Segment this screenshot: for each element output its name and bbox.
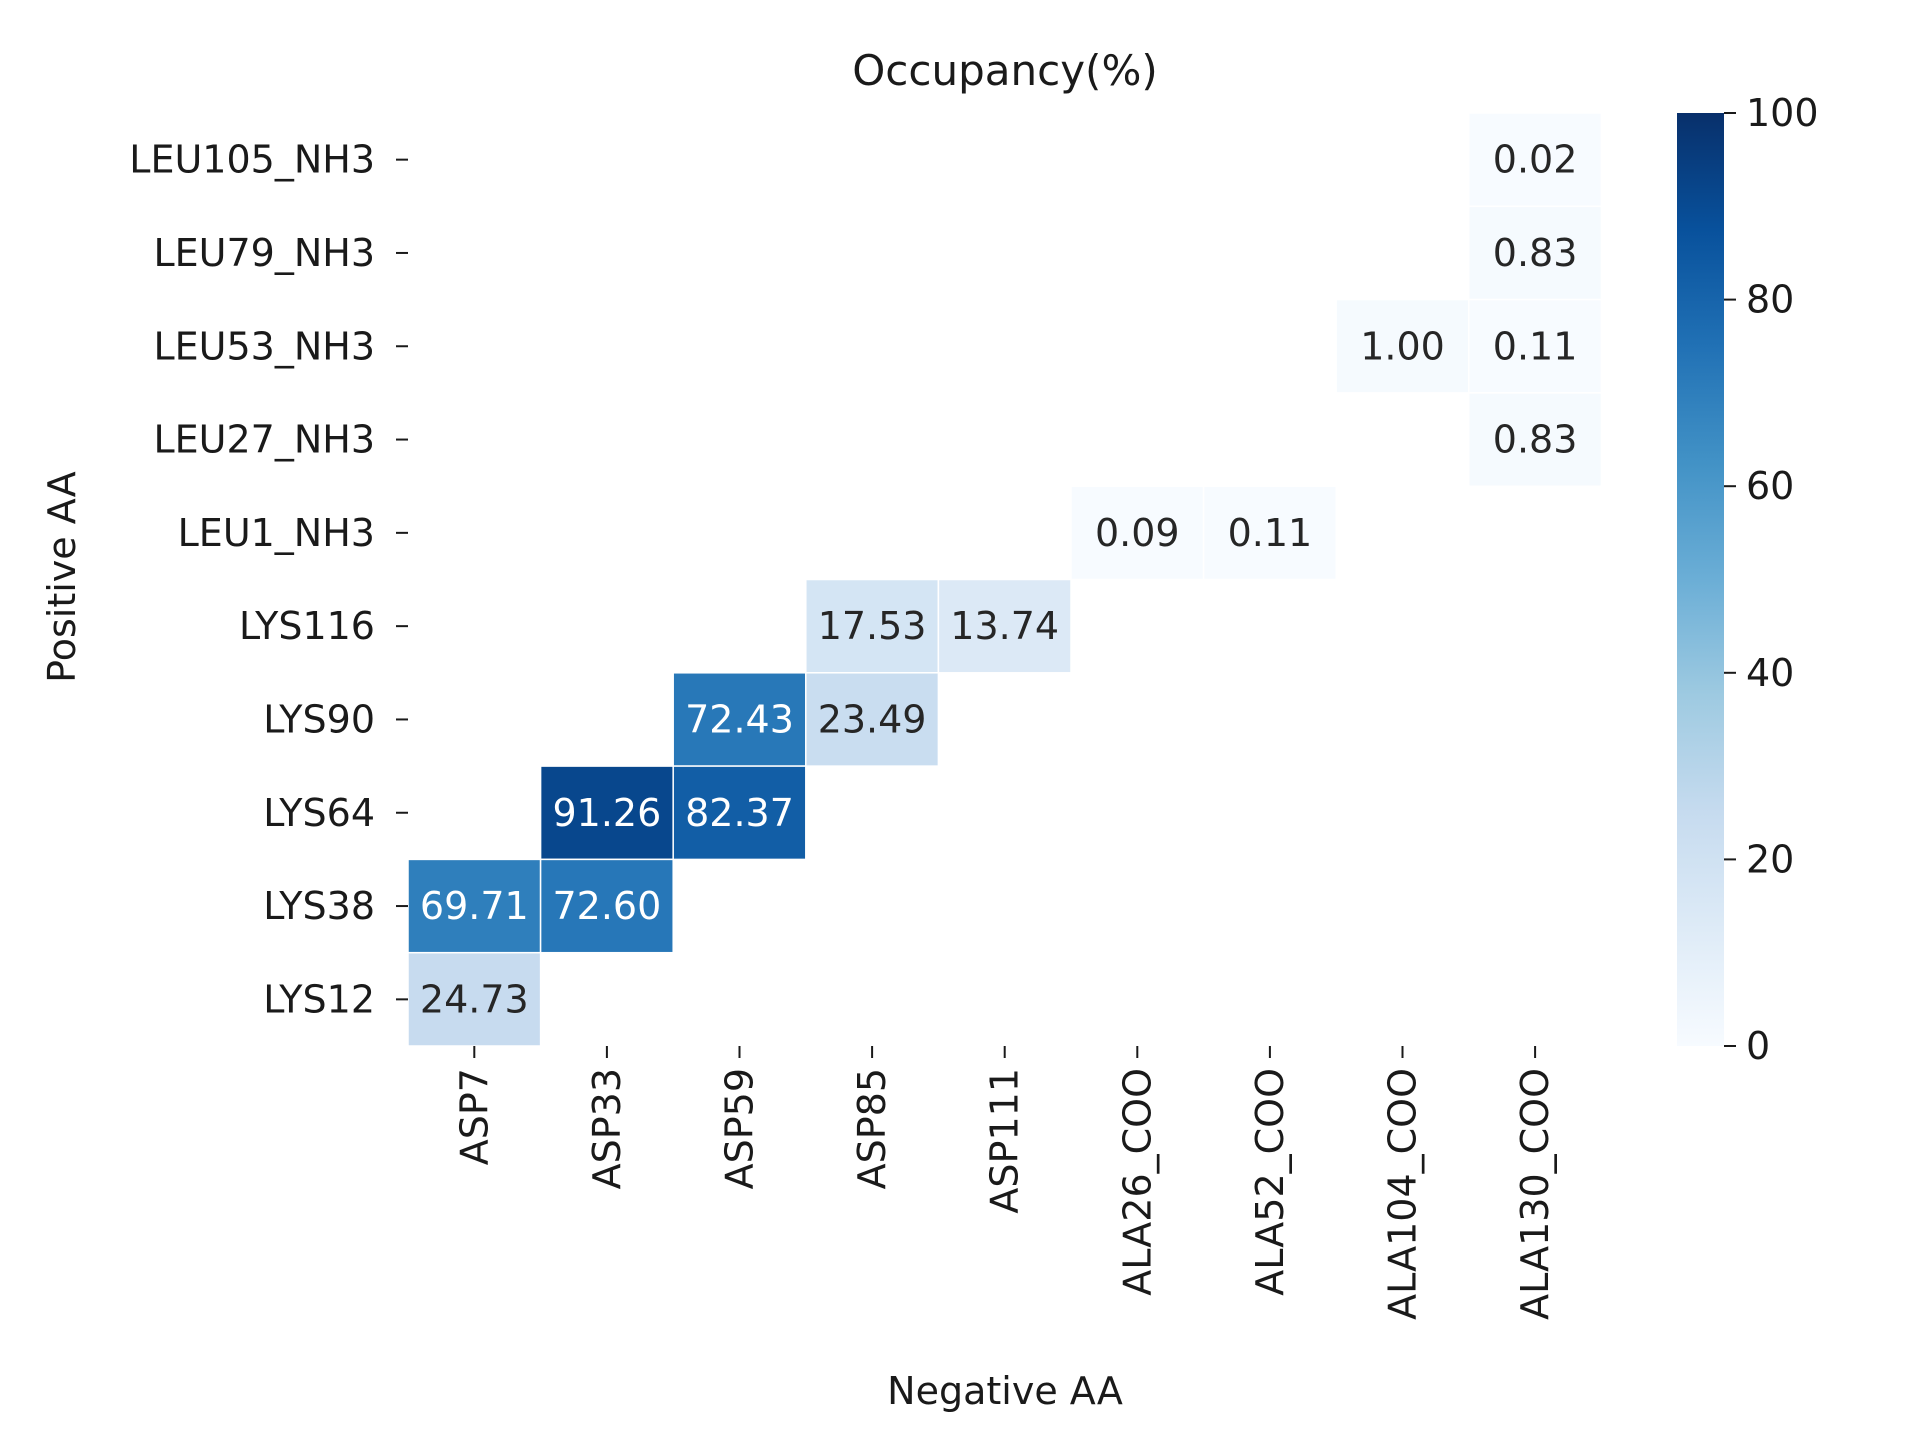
colorbar-tick-label: 100: [1746, 91, 1819, 135]
x-axis-label: Negative AA: [887, 1369, 1123, 1413]
heatmap-cell: [805, 578, 940, 674]
colorbar-tick-label: 80: [1746, 278, 1794, 322]
colorbar-tick-label: 0: [1746, 1024, 1770, 1068]
heatmap-cell: [1468, 112, 1603, 208]
x-axis-ticks: ASP7 ASP33 ASP59 ASP85 ASP111 ALA26_COO ALA52_…: [452, 1046, 1557, 1320]
cell-value-label: 0.11: [1228, 511, 1313, 555]
y-tick-label: LYS38: [263, 884, 375, 928]
y-tick-label: LEU27_NH3: [153, 418, 375, 462]
heatmap-cell: [539, 765, 674, 861]
cell-value-label: 13.74: [950, 604, 1059, 648]
cell-value-label: 0.83: [1493, 231, 1578, 275]
cell-value-label: 0.09: [1095, 511, 1180, 555]
heatmap-cell: [407, 858, 542, 954]
heatmap-cell: [1468, 392, 1603, 487]
y-tick-label: LEU53_NH3: [153, 324, 375, 368]
colorbar-tick-label: 40: [1746, 651, 1794, 695]
y-tick-label: LEU79_NH3: [153, 231, 375, 275]
y-tick-label: LEU105_NH3: [129, 138, 375, 182]
x-tick-label: ALA52_COO: [1248, 1068, 1292, 1296]
cell-value-label: 72.60: [553, 884, 662, 928]
cell-value-label: 72.43: [685, 697, 794, 741]
cell-value-label: 0.11: [1493, 324, 1578, 368]
x-tick-label: ALA26_COO: [1115, 1068, 1159, 1296]
heatmap-cell: [1468, 205, 1603, 301]
x-tick-label: ASP111: [983, 1068, 1027, 1214]
y-axis-ticks: LEU105_NH3 LEU79_NH3 LEU53_NH3 LEU27_NH3 LEU…: [129, 138, 408, 1021]
cell-value-label: 0.83: [1493, 418, 1578, 462]
cell-value-label: 82.37: [685, 791, 794, 835]
colorbar: 0 20 40 60 80 100: [1677, 91, 1819, 1068]
heatmap-cell: [672, 672, 807, 767]
y-tick-label: LEU1_NH3: [178, 511, 375, 555]
x-tick-label: ASP33: [585, 1068, 629, 1189]
chart-title: Occupancy(%): [852, 46, 1158, 95]
y-tick-label: LYS116: [239, 604, 375, 648]
colorbar-tick-label: 60: [1746, 464, 1794, 508]
heatmap-cell: [1202, 485, 1337, 581]
heatmap-cell: [805, 672, 940, 767]
cell-value-label: 91.26: [553, 791, 662, 835]
colorbar-gradient: [1677, 113, 1724, 1046]
x-tick-label: ALA130_COO: [1513, 1068, 1557, 1320]
cell-value-label: 69.71: [420, 884, 529, 928]
y-tick-label: LYS12: [263, 977, 375, 1021]
heatmap-cell: [1335, 298, 1470, 394]
heatmap-cell: [539, 858, 674, 954]
heatmap-cell: [1070, 485, 1205, 581]
heatmap-cell: [672, 765, 807, 861]
x-tick-label: ASP59: [718, 1068, 762, 1189]
cell-value-label: 23.49: [818, 697, 927, 741]
y-tick-label: LYS90: [263, 697, 375, 741]
x-tick-label: ASP85: [850, 1068, 894, 1189]
heatmap-cells: 0.02 0.83 1.00 0.11 0.83 0.09 0.11 17.53 13.74 72…: [407, 112, 1603, 1047]
colorbar-tick-label: 20: [1746, 837, 1794, 881]
cell-value-label: 0.02: [1493, 138, 1578, 182]
cell-value-label: 1.00: [1360, 324, 1445, 368]
x-tick-label: ASP7: [452, 1068, 496, 1165]
heatmap-cell: [937, 578, 1072, 674]
heatmap-cell: [1468, 298, 1603, 394]
cell-value-label: 17.53: [818, 604, 927, 648]
y-axis-label: Positive AA: [40, 471, 84, 683]
cell-value-label: 24.73: [420, 977, 529, 1021]
y-tick-label: LYS64: [263, 791, 375, 835]
x-tick-label: ALA104_COO: [1381, 1068, 1425, 1320]
